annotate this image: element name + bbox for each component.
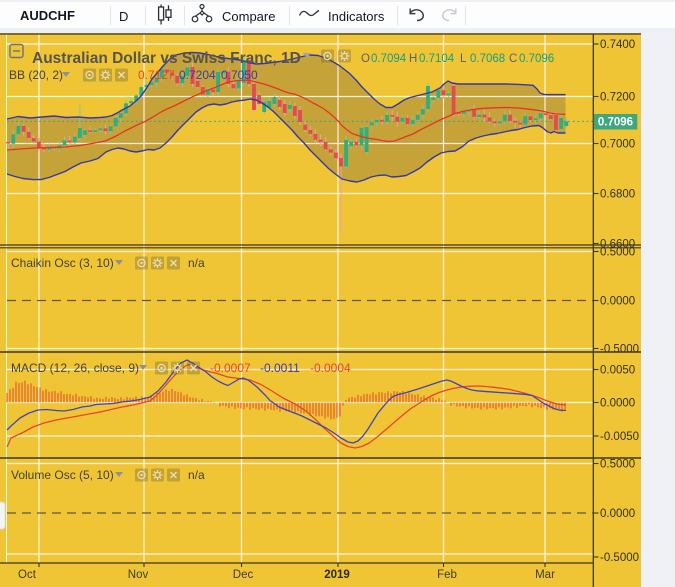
svg-text:0.7104: 0.7104 [419,53,455,65]
svg-text:0.7096: 0.7096 [598,117,633,129]
svg-text:C: C [509,53,517,65]
svg-text:2019: 2019 [324,569,350,581]
svg-text:0.5000: 0.5000 [600,247,635,259]
svg-text:0.5000: 0.5000 [600,459,635,471]
svg-text:Nov: Nov [128,569,149,581]
svg-text:Dec: Dec [233,569,254,581]
svg-text:0.7200: 0.7200 [600,92,635,104]
svg-text:L: L [460,53,467,65]
svg-text:-0.5000: -0.5000 [600,552,639,564]
svg-text:-0.5000: -0.5000 [600,344,639,356]
svg-text:H: H [409,53,417,65]
svg-text:0.7000: 0.7000 [600,139,635,151]
svg-text:0.6800: 0.6800 [600,189,635,201]
svg-text:0.7127: 0.7127 [138,68,175,82]
svg-text:-0.0050: -0.0050 [600,431,639,443]
svg-text:Mar: Mar [535,569,555,581]
svg-text:n/a: n/a [188,468,205,482]
svg-text:-0.0004: -0.0004 [310,361,351,375]
svg-text:0.7204: 0.7204 [179,68,216,82]
svg-text:0.7400: 0.7400 [600,39,635,51]
svg-text:Volume Osc (5, 10): Volume Osc (5, 10) [11,468,114,482]
svg-text:Australian Dollar vs Swiss Fra: Australian Dollar vs Swiss Franc, 1D [32,50,301,67]
svg-text:0.7096: 0.7096 [519,53,554,65]
svg-text:BB (20, 2): BB (20, 2) [9,68,63,82]
svg-text:n/a: n/a [188,256,205,270]
svg-text:O: O [361,53,370,65]
svg-text:Chaikin Osc (3, 10): Chaikin Osc (3, 10) [11,256,114,270]
svg-text:Feb: Feb [437,569,457,581]
svg-text:0.0000: 0.0000 [600,296,635,308]
svg-text:-0.0007: -0.0007 [210,361,251,375]
svg-text:MACD (12, 26, close, 9): MACD (12, 26, close, 9) [11,361,139,375]
svg-text:0.6600: 0.6600 [600,239,635,251]
svg-text:0.7094: 0.7094 [371,53,407,65]
svg-text:-0.0011: -0.0011 [260,361,300,375]
svg-text:0.0000: 0.0000 [600,508,635,520]
svg-text:0.0000: 0.0000 [600,398,635,410]
svg-text:0.0050: 0.0050 [600,365,635,377]
svg-text:0.7050: 0.7050 [221,68,258,82]
svg-text:0.7068: 0.7068 [470,53,505,65]
svg-text:Oct: Oct [18,569,37,581]
